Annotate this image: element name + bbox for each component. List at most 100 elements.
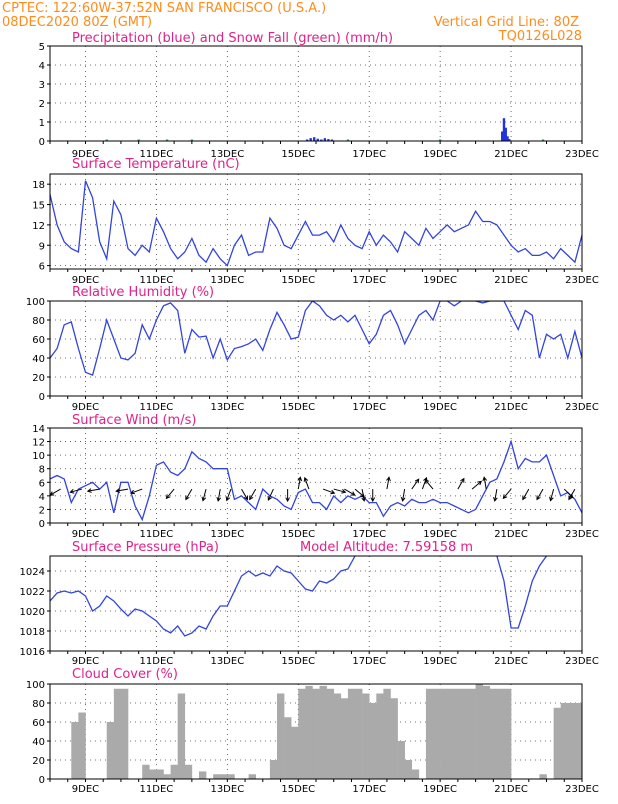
cloud-panel: 9DEC 11DEC 13DEC 15DEC 17DEC 19DEC 21DEC 23DEC 0… (26, 667, 599, 795)
wind-vector-arrow (185, 488, 193, 501)
cloud-bar (433, 688, 441, 779)
cloud-bar (553, 707, 562, 779)
wind-vector-arrow (225, 488, 232, 502)
humidity-y-tick-label: 60 (32, 335, 45, 346)
cloud-bar (447, 688, 455, 779)
wind-vector-arrow (502, 488, 512, 500)
wind-line (50, 439, 582, 522)
precip-bar (506, 136, 509, 141)
wind-vector-arrow (411, 478, 420, 490)
wind-vector-arrow (86, 488, 100, 493)
wind-vector-arrow (285, 489, 290, 503)
snow-bar (190, 139, 194, 141)
wind-vector-arrow (536, 488, 544, 501)
cloud-bar (383, 688, 391, 779)
humidity-y-tick-label: 40 (32, 354, 45, 365)
cloud-bar (326, 688, 335, 779)
header-date: 08DEC2020 80Z (GMT) (2, 15, 152, 30)
cloud-bar (106, 722, 115, 779)
temperature-y-tick-label: 12 (32, 221, 45, 232)
cloud-bar (411, 769, 420, 779)
wind-vector-arrow (69, 488, 83, 494)
cloud-bar (397, 741, 405, 779)
cloud-bar (156, 769, 164, 779)
pressure-x-tick-label: 21DEC (494, 656, 528, 667)
cloud-bar (163, 774, 171, 779)
humidity-x-tick-label: 9DEC (72, 402, 99, 413)
cloud-bar (362, 693, 370, 779)
snow-bar (541, 139, 545, 141)
pressure-y-tick-label: 1022 (20, 587, 45, 598)
wind-y-tick-label: 4 (39, 492, 45, 503)
cloud-bar (482, 685, 491, 779)
humidity-y-tick-label: 80 (32, 316, 45, 327)
precip-panel: 9DEC 11DEC 13DEC 15DEC 17DEC 19DEC 21DEC 23DEC 0… (39, 31, 599, 160)
cloud-bar (220, 774, 228, 779)
precip-bar (504, 127, 507, 141)
temperature-x-tick-label: 19DEC (423, 275, 457, 286)
precip-bar (501, 131, 504, 141)
snow-bar (165, 139, 169, 141)
temperature-line (50, 180, 582, 267)
precip-bar (327, 139, 330, 141)
wind-vector-arrow (322, 488, 336, 495)
cloud-bar (78, 712, 86, 779)
humidity-x-tick-label: 19DEC (423, 402, 457, 413)
wind-vector-arrow (241, 488, 249, 501)
cloud-bar (369, 703, 377, 779)
cloud-bar (113, 688, 122, 779)
snow-bar (438, 139, 442, 141)
pressure-line (50, 556, 356, 637)
wind-y-tick-label: 8 (39, 465, 45, 476)
humidity-x-tick-label: 11DEC (140, 402, 174, 413)
cloud-y-tick-label: 20 (32, 756, 45, 767)
cloud-bar (567, 703, 576, 779)
wind-vector-arrow (493, 488, 498, 502)
temperature-y-tick-label: 15 (32, 201, 45, 212)
cloud-y-tick-label: 60 (32, 718, 45, 729)
wind-vector-arrow (522, 488, 530, 501)
cloud-x-tick-label: 15DEC (281, 784, 315, 795)
wind-x-tick-label: 9DEC (72, 529, 99, 540)
humidity-x-tick-label: 17DEC (352, 402, 386, 413)
precip-x-tick-label: 13DEC (210, 149, 244, 160)
cloud-bar (560, 703, 569, 779)
cloud-bar (284, 717, 292, 779)
precip-x-tick-label: 9DEC (72, 149, 99, 160)
pressure-y-tick-label: 1024 (20, 567, 45, 578)
pressure-x-tick-label: 9DEC (72, 656, 99, 667)
precip-y-tick-label: 3 (39, 80, 45, 91)
wind-vector-arrow (50, 488, 61, 496)
cloud-bar (461, 688, 469, 779)
snow-bar (346, 139, 350, 141)
wind-vector-arrow (424, 479, 434, 490)
header-location: CPTEC: 122:60W-37:52N SAN FRANCISCO (U.S… (2, 1, 326, 16)
header-model: TQ0126L028 (498, 29, 582, 44)
cloud-x-tick-label: 21DEC (494, 784, 528, 795)
pressure-y-tick-label: 1020 (20, 607, 45, 618)
cloud-bar (376, 693, 384, 779)
wind-vector-arrow (165, 488, 175, 500)
wind-title: Surface Wind (m/s) (72, 413, 196, 428)
wind-y-tick-label: 12 (32, 438, 45, 449)
pressure-x-tick-label: 15DEC (281, 656, 315, 667)
cloud-bar (404, 760, 413, 779)
pressure-y-tick-label: 1016 (20, 647, 45, 658)
cloud-y-tick-label: 0 (39, 775, 45, 786)
cloud-bar (170, 764, 178, 779)
wind-vector-arrow (482, 476, 488, 490)
temperature-plot-area (50, 180, 582, 267)
precip-x-tick-label: 23DEC (565, 149, 599, 160)
cloud-bar (340, 698, 349, 779)
cloud-bar (503, 688, 512, 779)
cloud-bar (468, 688, 476, 779)
wind-x-tick-label: 17DEC (352, 529, 386, 540)
wind-y-tick-label: 6 (39, 478, 45, 489)
pressure-line (496, 556, 548, 629)
wind-vector-arrow (249, 488, 257, 501)
temperature-x-tick-label: 15DEC (281, 275, 315, 286)
cloud-x-tick-label: 23DEC (565, 784, 599, 795)
wind-vector-arrow (386, 476, 391, 490)
